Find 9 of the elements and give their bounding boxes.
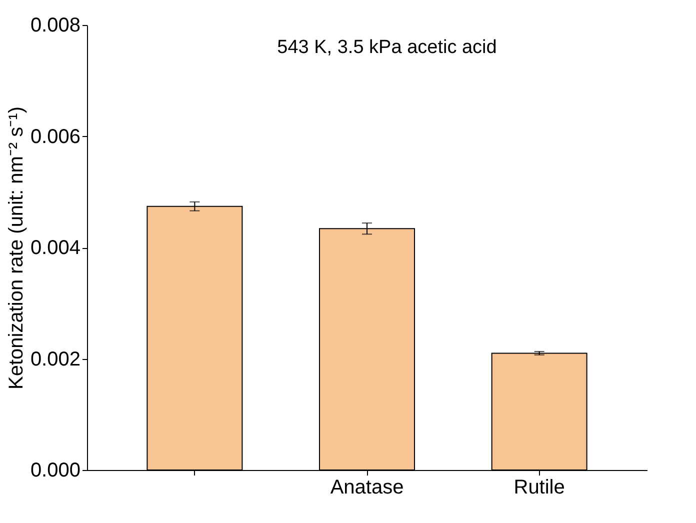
y-tick-label: 0.008 (30, 14, 80, 36)
y-axis-title: Ketonization rate (unit: nm⁻² s⁻¹) (5, 106, 28, 390)
y-tick-label: 0.004 (30, 237, 80, 259)
y-tick-label: 0.002 (30, 348, 80, 370)
y-tick-label: 0.006 (30, 126, 80, 148)
text: 543 K, 3.5 kPa acetic acid (277, 37, 497, 58)
x-tick-label: Anatase (330, 476, 404, 498)
x-tick-label: Rutile (514, 476, 565, 498)
y-tick-label: 0.000 (30, 460, 80, 482)
